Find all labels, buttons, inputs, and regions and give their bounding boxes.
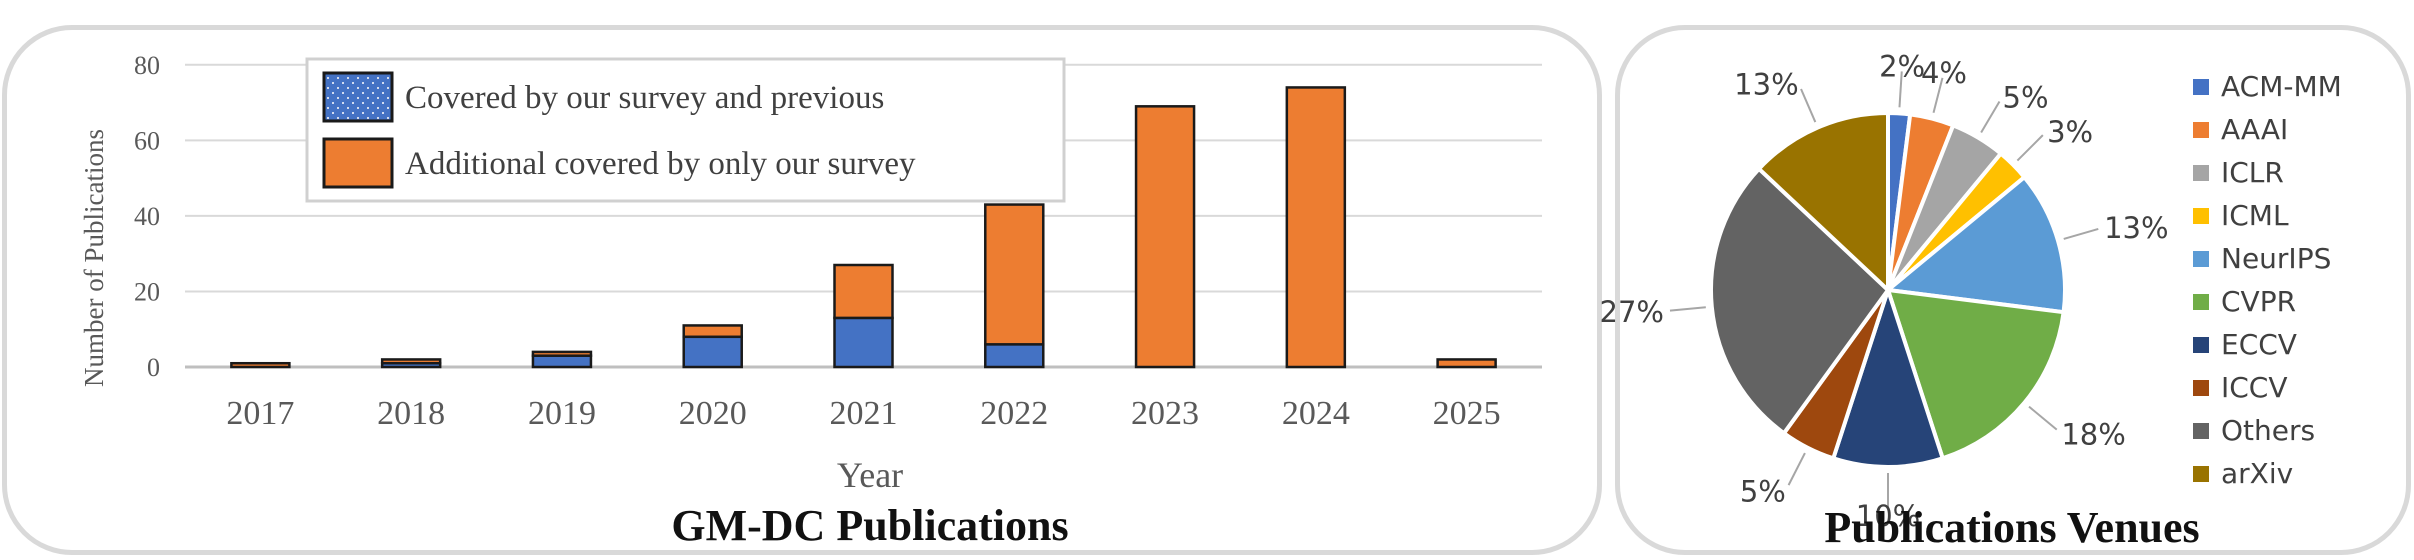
bar-segment-covered <box>682 335 743 369</box>
pie-percentage-labels: 2%4%5%3%13%18%10%5%27%13% <box>1600 49 2169 533</box>
pie-pct-label: 2% <box>1879 49 1925 83</box>
pie-slice-cvpr <box>1885 287 2066 461</box>
pie-leader-line <box>2063 227 2099 240</box>
x-tick-label: 2020 <box>679 395 747 432</box>
pie-legend-swatch <box>2193 466 2209 482</box>
legend-label-covered: Covered by our survey and previous <box>405 80 884 116</box>
x-tick-label: 2017 <box>226 395 294 432</box>
pie-pct-label: 18% <box>2061 417 2125 451</box>
y-tick-label: 80 <box>134 51 160 80</box>
bar-y-tick-labels: 0 20 40 60 80 <box>134 51 160 382</box>
bar-chart-title: GM-DC Publications <box>671 501 1068 550</box>
y-tick-label: 60 <box>134 126 160 155</box>
pie-legend-label: ICML <box>2221 199 2289 232</box>
legend-box <box>305 57 1066 203</box>
x-tick-label: 2025 <box>1433 395 1501 432</box>
bar-x-axis-label: Year <box>837 455 903 495</box>
pie-pct-label: 10% <box>1856 499 1920 533</box>
x-tick-label: 2021 <box>830 395 898 432</box>
bar-segment-additional <box>682 324 743 339</box>
pie-leader-line <box>1800 88 1817 123</box>
pie-leader-line <box>1669 306 1706 312</box>
pie-legend-swatch <box>2193 380 2209 396</box>
x-tick-label: 2018 <box>377 395 445 432</box>
pie-leader-line <box>2016 134 2044 162</box>
pie-legend-label: AAAI <box>2221 113 2288 146</box>
x-tick-label: 2022 <box>980 395 1048 432</box>
bar-segment-additional <box>380 358 442 365</box>
pie-slice-eccv <box>1830 283 1946 469</box>
bar-segment-covered <box>984 343 1045 369</box>
bar-segment-additional <box>1134 105 1196 369</box>
pie-legend-swatch <box>2193 423 2209 439</box>
bar-segment-additional <box>531 350 593 357</box>
pie-slice-neurips <box>1883 174 2067 315</box>
pie-legend-label: ACM-MM <box>2221 70 2342 103</box>
pie-pct-label: 4% <box>1921 56 1967 90</box>
pie-pct-label: 27% <box>1600 295 1664 329</box>
pie-legend-swatch <box>2193 208 2209 224</box>
bar-x-tick-labels: 2017 2018 2019 2020 2021 2022 2023 2024 2025 <box>226 395 1500 432</box>
pie-leader-line <box>1980 100 2001 133</box>
pie-legend-label: ICLR <box>2221 156 2284 189</box>
pie-slice-arxiv <box>1756 110 1890 295</box>
pie-legend-label: CVPR <box>2221 285 2296 318</box>
pie-legend-swatch <box>2193 79 2209 95</box>
bar-segment-additional <box>984 203 1045 346</box>
pie-pct-label: 13% <box>2104 211 2168 245</box>
bar-segment-additional <box>1436 358 1497 369</box>
y-tick-label: 0 <box>147 353 160 382</box>
pie-leader-line <box>2028 405 2058 431</box>
y-tick-label: 40 <box>134 202 160 231</box>
pie-legend-label: ECCV <box>2221 328 2297 361</box>
pie-legend-swatch <box>2193 337 2209 353</box>
pie-pct-label: 5% <box>1740 474 1786 508</box>
legend-swatch-additional <box>322 137 394 189</box>
bar-legend: Covered by our survey and previous Addit… <box>305 57 1066 203</box>
y-tick-label: 20 <box>134 277 160 306</box>
bar-segment-additional <box>230 361 291 369</box>
x-tick-label: 2024 <box>1282 395 1350 432</box>
x-tick-label: 2023 <box>1131 395 1199 432</box>
pie-legend-swatch <box>2193 122 2209 138</box>
pie-leader-line <box>1787 452 1806 486</box>
pie-legend-swatch <box>2193 251 2209 267</box>
pie-pct-label: 13% <box>1734 68 1798 102</box>
pie-leader-lines <box>1669 71 2099 509</box>
pie-pct-label: 5% <box>2003 80 2049 114</box>
legend-label-additional: Additional covered by only our survey <box>405 146 916 182</box>
pie-legend-label: arXiv <box>2221 457 2293 490</box>
pie-legend-swatch <box>2193 294 2209 310</box>
legend-swatch-covered <box>322 71 394 123</box>
pie-legend-label: Others <box>2221 414 2315 447</box>
pie-slices <box>1709 110 2067 469</box>
bar-segment-additional <box>1285 86 1347 369</box>
pie-leader-line <box>1932 77 1944 113</box>
bar-y-axis-label: Number of Publications <box>79 129 109 387</box>
bar-segment-additional <box>833 263 894 320</box>
bar-segment-covered <box>833 316 894 369</box>
pie-legend-label: ICCV <box>2221 371 2288 404</box>
pie-legend: ACM-MM AAAI ICLR ICML NeurIPS CVPR ECCV ICCV Oth… <box>2193 70 2342 490</box>
bar-series <box>230 86 1497 369</box>
pie-legend-swatch <box>2193 165 2209 181</box>
pie-pct-label: 3% <box>2047 115 2093 149</box>
pie-legend-label: NeurIPS <box>2221 242 2331 275</box>
pie-leader-line <box>1898 71 1903 108</box>
pie-chart-title: Publications Venues <box>1824 503 2199 552</box>
bar-segment-covered <box>531 354 593 369</box>
x-tick-label: 2019 <box>528 395 596 432</box>
pie-slice-others <box>1709 166 1891 436</box>
